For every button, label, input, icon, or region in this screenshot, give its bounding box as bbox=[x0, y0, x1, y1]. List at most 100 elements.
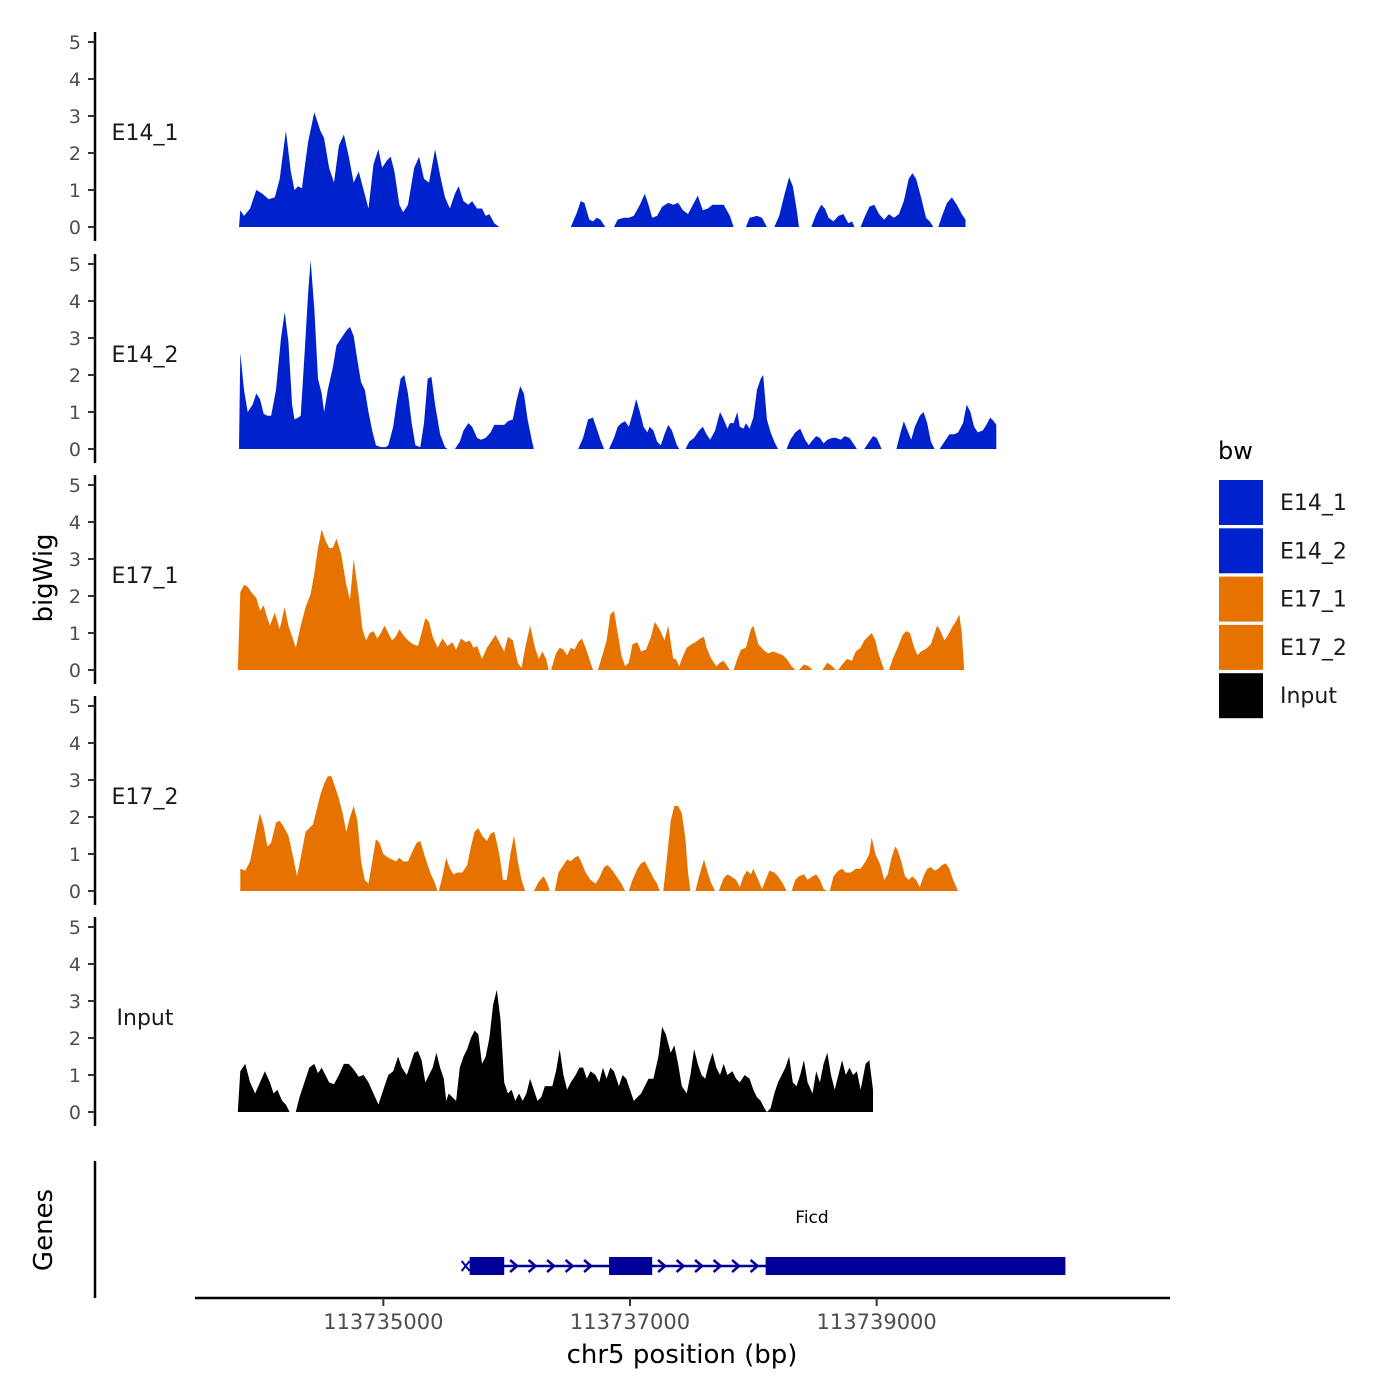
y-tick-label: 3 bbox=[69, 770, 81, 792]
area-E14_2 bbox=[786, 428, 857, 449]
area-E14_2 bbox=[685, 375, 778, 449]
y-tick-label: 1 bbox=[69, 180, 81, 202]
y-tick-label: 0 bbox=[69, 660, 81, 682]
area-E17_2 bbox=[829, 837, 959, 891]
gene-name-label: Ficd bbox=[795, 1208, 828, 1228]
legend-title: bw bbox=[1218, 437, 1253, 465]
area-E17_2 bbox=[791, 874, 828, 891]
exon bbox=[609, 1257, 653, 1275]
strand-arrow bbox=[694, 1259, 704, 1273]
area-E14_1 bbox=[570, 201, 606, 227]
y-tick-label: 5 bbox=[69, 32, 81, 54]
x-axis: 113735000 113737000 113739000 bbox=[195, 1296, 1170, 1334]
y-tick-label: 5 bbox=[69, 254, 81, 276]
area-E14_1 bbox=[774, 177, 799, 227]
area-E14_1 bbox=[614, 193, 734, 227]
y-tick-label: 0 bbox=[69, 1102, 81, 1124]
x-tick-label: 113735000 bbox=[323, 1310, 443, 1334]
legend-label-E17_1: E17_1 bbox=[1280, 588, 1347, 613]
strand-arrow bbox=[527, 1259, 538, 1273]
strand-arrow bbox=[657, 1259, 667, 1273]
y-tick-label: 4 bbox=[69, 954, 81, 976]
area-E17_1 bbox=[237, 529, 549, 670]
exon bbox=[765, 1257, 1066, 1275]
y-tick-label: 5 bbox=[69, 696, 81, 718]
exon bbox=[469, 1257, 505, 1275]
strand-arrow bbox=[749, 1259, 760, 1273]
area-E17_2 bbox=[695, 859, 716, 891]
area-E14_2 bbox=[578, 417, 605, 449]
y-tick-label: 2 bbox=[69, 143, 81, 165]
y-tick-label: 2 bbox=[69, 1028, 81, 1050]
area-E14_1 bbox=[745, 215, 767, 227]
y-tick-label: 2 bbox=[69, 586, 81, 608]
y-tick-label: 4 bbox=[69, 733, 81, 755]
area-E17_1 bbox=[799, 664, 813, 670]
area-E17_1 bbox=[889, 614, 965, 670]
legend-label-Input: Input bbox=[1280, 684, 1337, 709]
track-label: Input bbox=[117, 1006, 174, 1031]
strand-arrow bbox=[675, 1259, 686, 1273]
area-E17_2 bbox=[554, 855, 626, 891]
area-E14_1 bbox=[938, 197, 966, 227]
legend-swatch-Input bbox=[1219, 673, 1263, 719]
y-tick-label: 3 bbox=[69, 328, 81, 350]
area-E14_2 bbox=[609, 399, 680, 449]
y-tick-label: 2 bbox=[69, 365, 81, 387]
strand-arrow bbox=[731, 1259, 741, 1273]
strand-arrow bbox=[564, 1259, 575, 1273]
area-E14_1 bbox=[860, 173, 934, 227]
area-E17_2 bbox=[663, 805, 691, 891]
legend-label-E14_2: E14_2 bbox=[1280, 539, 1347, 564]
track-E14_1: 0 1 2 3 4 5 E14_1 bbox=[69, 32, 966, 241]
strand-arrow bbox=[546, 1259, 556, 1273]
legend-swatch-E17_1 bbox=[1219, 576, 1263, 622]
legend: bw E14_1 E14_2 E17_1 E17_2 Input bbox=[1218, 437, 1347, 719]
area-E17_2 bbox=[533, 876, 550, 891]
y-tick-label: 5 bbox=[69, 475, 81, 497]
area-E17_2 bbox=[438, 828, 526, 891]
strand-arrow bbox=[712, 1259, 723, 1273]
y-tick-label: 4 bbox=[69, 291, 81, 313]
legend-label-E14_1: E14_1 bbox=[1280, 491, 1347, 516]
strand-arrow bbox=[509, 1259, 519, 1273]
track-label: E17_1 bbox=[112, 564, 179, 589]
area-E17_2 bbox=[240, 776, 438, 891]
track-label: E14_1 bbox=[112, 121, 179, 146]
y-tick-label: 0 bbox=[69, 439, 81, 461]
area-E17_1 bbox=[733, 625, 796, 670]
gene-start-marker bbox=[460, 1260, 471, 1272]
y-axis-title: bigWig bbox=[29, 533, 59, 622]
legend-swatch-E17_2 bbox=[1219, 624, 1263, 670]
area-E17_1 bbox=[551, 638, 593, 670]
y-tick-label: 0 bbox=[69, 881, 81, 903]
y-tick-label: 2 bbox=[69, 807, 81, 829]
x-axis-title: chr5 position (bp) bbox=[567, 1340, 798, 1370]
area-E17_2 bbox=[718, 868, 787, 891]
genes-layer: Genes Ficd bbox=[29, 1161, 1066, 1298]
y-tick-label: 1 bbox=[69, 623, 81, 645]
y-tick-label: 1 bbox=[69, 1065, 81, 1087]
area-E14_2 bbox=[896, 412, 935, 449]
area-E14_2 bbox=[454, 386, 534, 449]
area-E14_2 bbox=[864, 436, 882, 449]
area-E17_1 bbox=[822, 662, 836, 670]
track-label: E14_2 bbox=[112, 343, 179, 368]
track-E14_2: 0 1 2 3 4 5 E14_2 bbox=[69, 254, 997, 463]
track-label: E17_2 bbox=[112, 785, 179, 810]
legend-swatch-E14_2 bbox=[1219, 528, 1263, 574]
y-tick-label: 1 bbox=[69, 402, 81, 424]
area-E17_1 bbox=[838, 633, 885, 670]
track-Input: 0 1 2 3 4 5 Input bbox=[69, 917, 874, 1126]
y-tick-label: 3 bbox=[69, 106, 81, 128]
y-tick-label: 0 bbox=[69, 217, 81, 239]
x-tick-label: 113739000 bbox=[817, 1310, 937, 1334]
track-E17_2: 0 1 2 3 4 5 E17_2 bbox=[69, 696, 959, 905]
genes-track-label: Genes bbox=[29, 1189, 59, 1271]
tracks-layer: 0 1 2 3 4 5 E14_1 0 1 2 3 4 5 E14_2 0 1 2 3 4 5 E17_1 0 1 2 3 4 5 E… bbox=[69, 32, 997, 1126]
area-E17_1 bbox=[597, 610, 730, 670]
area-E14_2 bbox=[939, 404, 997, 449]
area-E14_1 bbox=[811, 204, 855, 227]
legend-label-E17_2: E17_2 bbox=[1280, 636, 1347, 661]
